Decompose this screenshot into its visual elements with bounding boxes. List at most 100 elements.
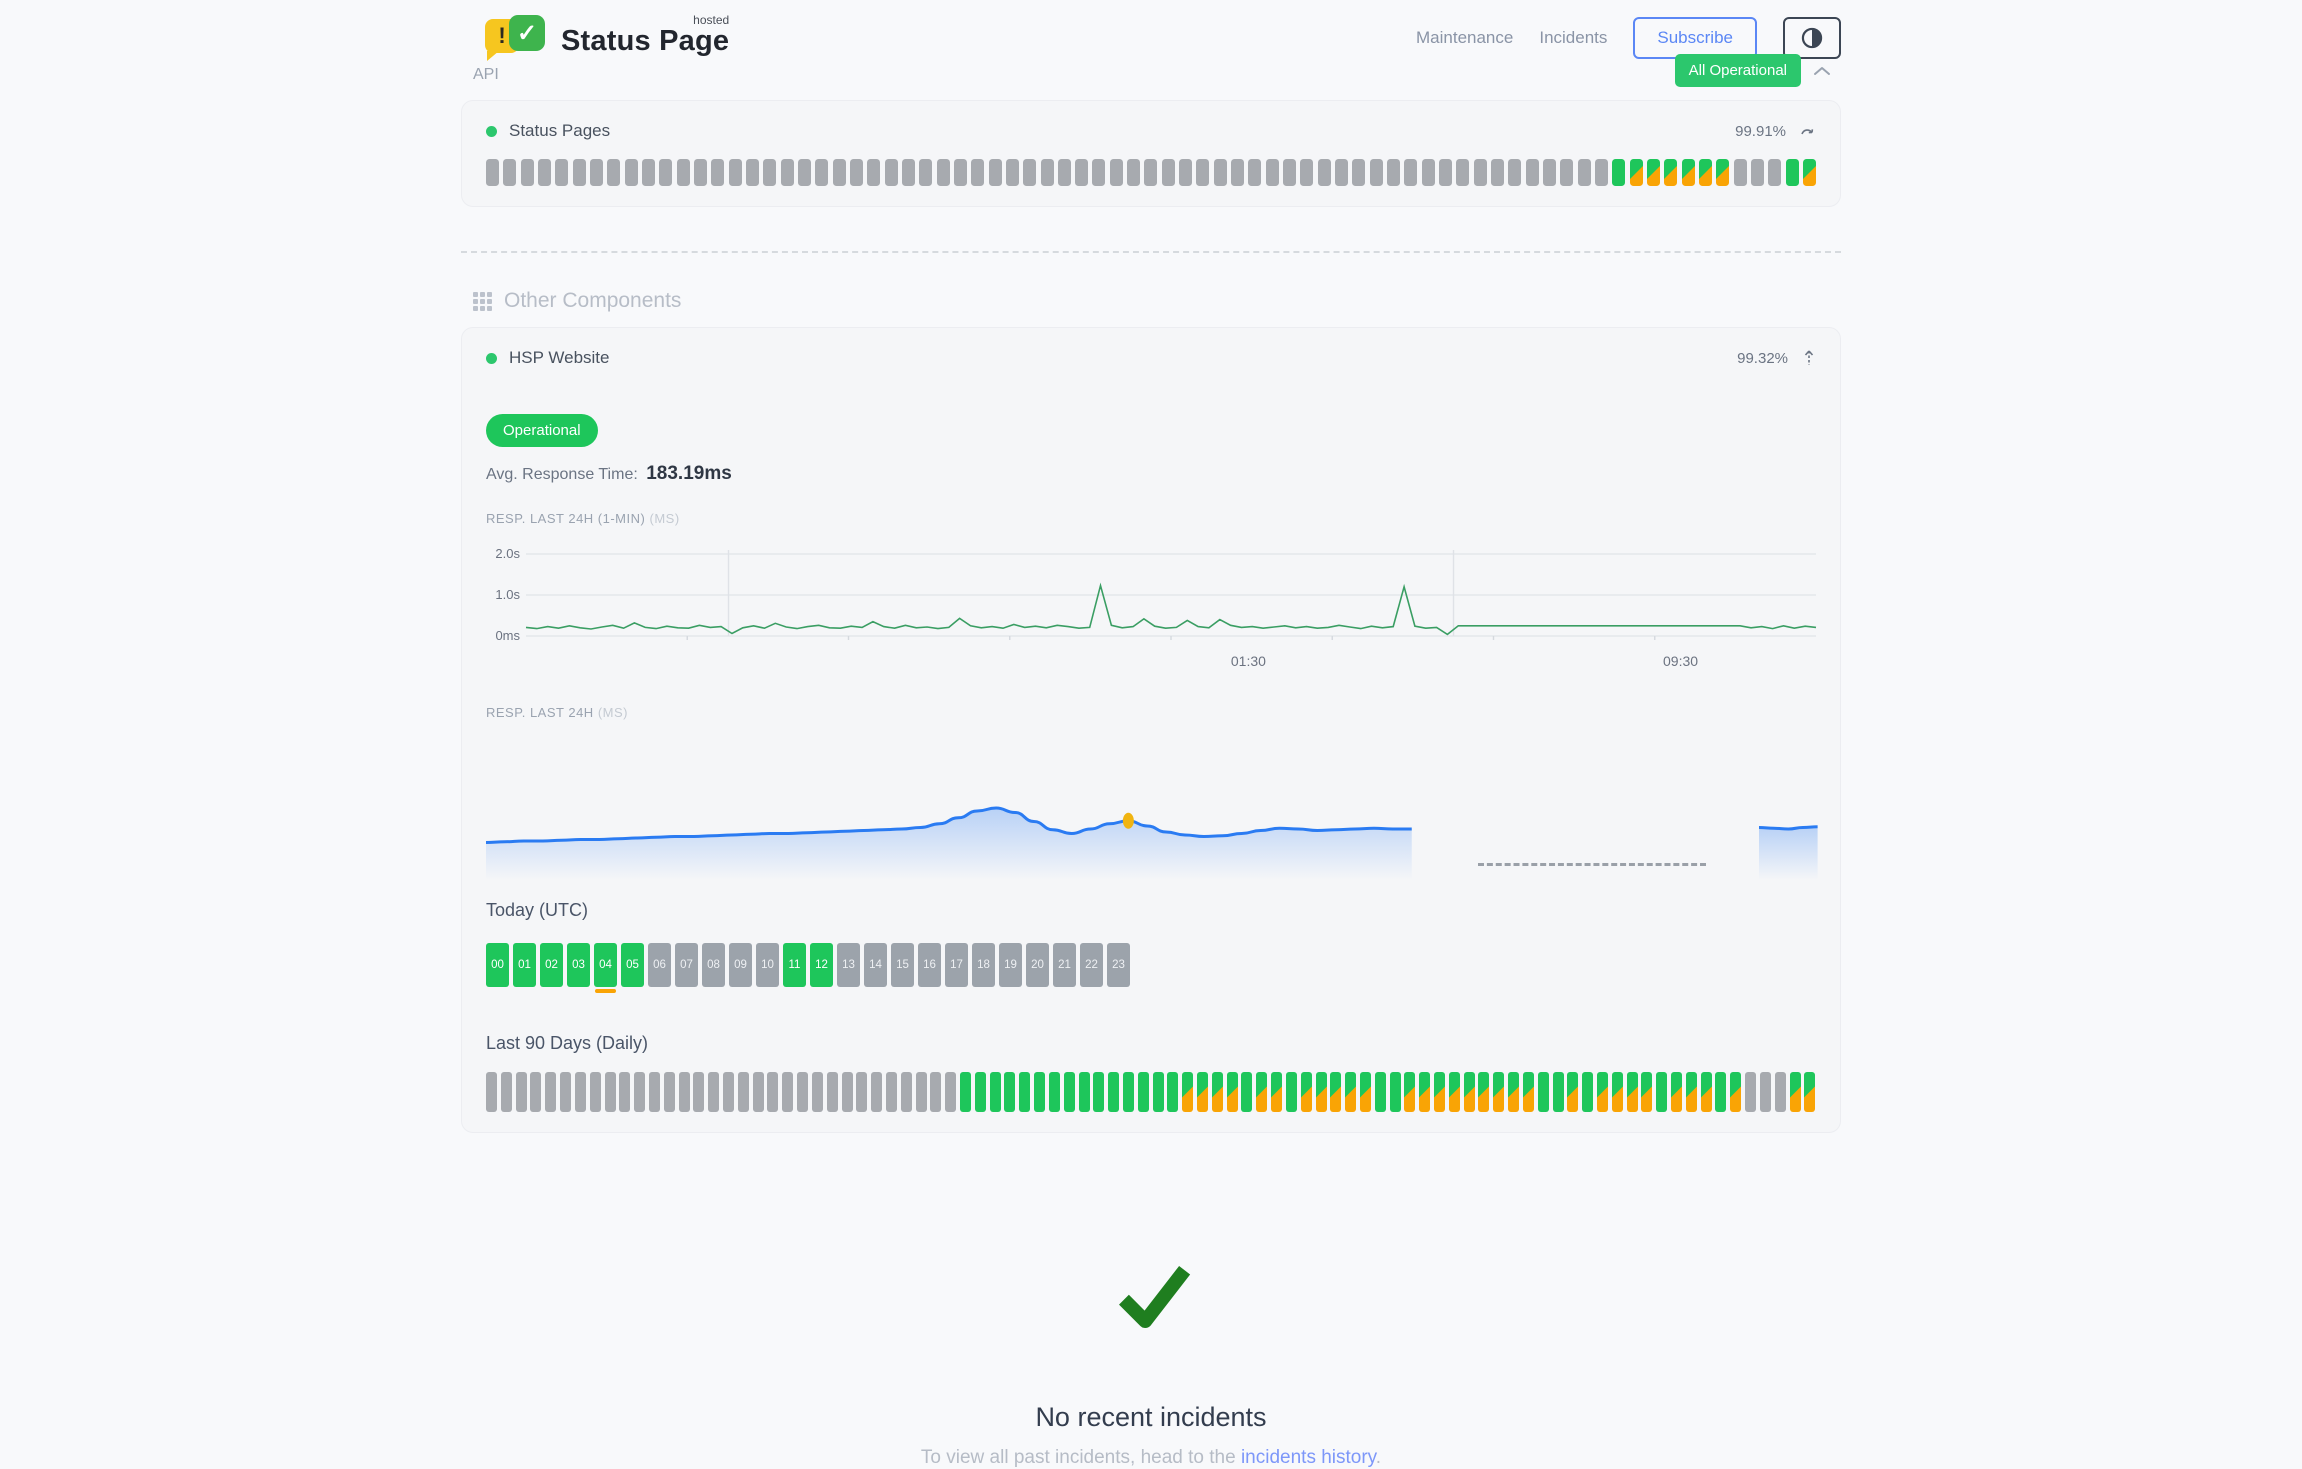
uptime-bar[interactable] — [1698, 159, 1712, 186]
hour-block-09[interactable]: 09 — [729, 943, 752, 987]
uptime-bar[interactable] — [1387, 159, 1401, 186]
uptime-bar[interactable] — [1023, 159, 1037, 186]
uptime-bar[interactable] — [1626, 1072, 1638, 1112]
hour-block-16[interactable]: 16 — [918, 943, 941, 987]
uptime-bar[interactable] — [486, 159, 499, 186]
uptime-bar[interactable] — [1004, 1072, 1016, 1112]
uptime-bar[interactable] — [867, 159, 881, 186]
uptime-bar[interactable] — [915, 1072, 927, 1112]
hour-block-04[interactable]: 04 — [594, 943, 617, 993]
uptime-bar[interactable] — [945, 1072, 957, 1112]
uptime-bar[interactable] — [537, 159, 551, 186]
uptime-bar[interactable] — [797, 1072, 809, 1112]
uptime-bar[interactable] — [1352, 159, 1366, 186]
uptime-bar[interactable] — [678, 1072, 690, 1112]
uptime-bar[interactable] — [737, 1072, 749, 1112]
uptime-bar[interactable] — [1196, 159, 1210, 186]
highlight-marker[interactable] — [1122, 812, 1134, 829]
uptime-bar[interactable] — [936, 159, 950, 186]
uptime-bar[interactable] — [885, 1072, 897, 1112]
uptime-bar[interactable] — [1774, 1072, 1786, 1112]
uptime-bar[interactable] — [520, 159, 534, 186]
uptime-bar[interactable] — [1733, 159, 1747, 186]
uptime-bar[interactable] — [1345, 1072, 1357, 1112]
uptime-bar[interactable] — [1664, 159, 1678, 186]
uptime-bar[interactable] — [1034, 1072, 1046, 1112]
hour-block-01[interactable]: 01 — [513, 943, 536, 987]
uptime-bar[interactable] — [486, 1072, 497, 1112]
uptime-bar[interactable] — [1075, 159, 1089, 186]
uptime-bar[interactable] — [989, 1072, 1001, 1112]
hour-block-05[interactable]: 05 — [621, 943, 644, 987]
uptime-bar[interactable] — [555, 159, 569, 186]
uptime-bar[interactable] — [1439, 159, 1453, 186]
uptime-bar[interactable] — [856, 1072, 868, 1112]
uptime-bar[interactable] — [1161, 159, 1175, 186]
uptime-bar[interactable] — [1137, 1072, 1149, 1112]
uptime-bar[interactable] — [1595, 159, 1608, 186]
status-pages-row[interactable]: Status Pages 99.91% — [486, 121, 1816, 141]
uptime-bar[interactable] — [826, 1072, 838, 1112]
hour-block-13[interactable]: 13 — [837, 943, 860, 987]
uptime-bar[interactable] — [1789, 1072, 1801, 1112]
uptime-bar[interactable] — [763, 159, 777, 186]
hour-block-10[interactable]: 10 — [756, 943, 779, 987]
uptime-bar[interactable] — [1508, 159, 1522, 186]
uptime-bar[interactable] — [1285, 1072, 1297, 1112]
uptime-bar[interactable] — [676, 159, 690, 186]
uptime-bar[interactable] — [1404, 1072, 1416, 1112]
uptime-bar[interactable] — [971, 159, 985, 186]
uptime-bar[interactable] — [1525, 159, 1539, 186]
theme-toggle-button[interactable] — [1783, 17, 1841, 59]
uptime-bar[interactable] — [1300, 159, 1314, 186]
uptime-bar[interactable] — [589, 159, 603, 186]
uptime-bar[interactable] — [1537, 1072, 1549, 1112]
uptime-bar[interactable] — [545, 1072, 557, 1112]
uptime-bar[interactable] — [1715, 1072, 1727, 1112]
uptime-bar[interactable] — [1248, 159, 1262, 186]
uptime-bar[interactable] — [1389, 1072, 1401, 1112]
uptime-bar[interactable] — [1560, 159, 1574, 186]
uptime-bar[interactable] — [711, 159, 725, 186]
uptime-bar[interactable] — [811, 1072, 823, 1112]
hour-block-08[interactable]: 08 — [702, 943, 725, 987]
uptime-bar[interactable] — [1241, 1072, 1253, 1112]
uptime-bar[interactable] — [1646, 159, 1660, 186]
uptime-bar[interactable] — [723, 1072, 734, 1112]
hour-block-17[interactable]: 17 — [945, 943, 968, 987]
uptime-bar[interactable] — [1641, 1072, 1653, 1112]
uptime-bar[interactable] — [1108, 1072, 1120, 1112]
uptime-bar[interactable] — [1456, 159, 1470, 186]
uptime-bar[interactable] — [1656, 1072, 1668, 1112]
uptime-bar[interactable] — [745, 159, 759, 186]
uptime-bar[interactable] — [589, 1072, 601, 1112]
uptime-bar[interactable] — [1700, 1072, 1712, 1112]
uptime-bar[interactable] — [1211, 1072, 1223, 1112]
uptime-bar[interactable] — [624, 159, 638, 186]
uptime-bar[interactable] — [1093, 1072, 1105, 1112]
uptime-bar[interactable] — [1078, 1072, 1090, 1112]
uptime-bar[interactable] — [1493, 1072, 1505, 1112]
uptime-bar[interactable] — [767, 1072, 779, 1112]
hour-block-02[interactable]: 02 — [540, 943, 563, 987]
hour-block-18[interactable]: 18 — [972, 943, 995, 987]
uptime-bar[interactable] — [919, 159, 933, 186]
uptime-bar[interactable] — [1802, 159, 1816, 186]
uptime-bar[interactable] — [782, 1072, 794, 1112]
uptime-bar[interactable] — [708, 1072, 720, 1112]
uptime-bar[interactable] — [1759, 1072, 1771, 1112]
hour-block-07[interactable]: 07 — [675, 943, 698, 987]
uptime-bar[interactable] — [974, 1072, 986, 1112]
uptime-bar[interactable] — [515, 1072, 527, 1112]
uptime-bar[interactable] — [1109, 159, 1123, 186]
uptime-bar[interactable] — [1478, 1072, 1490, 1112]
hour-block-21[interactable]: 21 — [1053, 943, 1076, 987]
uptime-bar[interactable] — [815, 159, 829, 186]
uptime-bar[interactable] — [500, 1072, 512, 1112]
uptime-bar[interactable] — [693, 159, 707, 186]
uptime-bar[interactable] — [1596, 1072, 1608, 1112]
uptime-bar[interactable] — [797, 159, 811, 186]
uptime-bar[interactable] — [1473, 159, 1487, 186]
hour-block-12[interactable]: 12 — [810, 943, 833, 987]
uptime-bar[interactable] — [1300, 1072, 1312, 1112]
